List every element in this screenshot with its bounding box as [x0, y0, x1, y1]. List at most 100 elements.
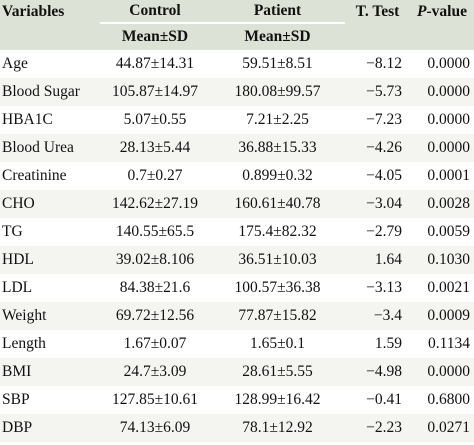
header-cell: P-value: [410, 0, 474, 23]
p-value-cell: 0.0021: [427, 279, 470, 296]
table-row: DBP 74.13±6.09 78.1±12.92 −2.23 0.0271: [0, 414, 474, 442]
variable-cell: BMI: [0, 358, 100, 386]
header-cell: [345, 23, 410, 50]
control-cell: 5.07±0.55: [123, 111, 187, 128]
header-cell: Mean±SD: [100, 22, 210, 50]
patient-cell: 128.99±16.42: [234, 391, 321, 408]
patient-cell: 77.87±15.82: [210, 302, 345, 330]
p-value-cell: 0.0000: [410, 134, 474, 162]
p-value-cell: 0.0000: [410, 78, 474, 106]
variable-cell: DBP: [0, 414, 100, 442]
control-cell: 39.02±8.106: [100, 246, 210, 274]
header-cell: Patient: [210, 0, 345, 23]
t-test-cell: −8.12: [366, 55, 402, 72]
t-test-cell: −4.98: [345, 358, 410, 386]
p-value-cell: 0.0271: [410, 414, 474, 442]
patient-cell: 175.4±82.32: [238, 223, 317, 240]
variable-cell: Blood Urea: [0, 134, 100, 162]
table-row: Creatinine 0.7±0.27 0.899±0.32 −4.05 0.0001: [0, 162, 474, 190]
control-cell: 69.72±12.56: [100, 302, 210, 330]
t-test-cell: 1.59: [374, 335, 402, 352]
patient-cell: 100.57±36.38: [234, 279, 321, 296]
control-cell: 0.7±0.27: [127, 167, 183, 184]
patient-cell: 36.88±15.33: [210, 134, 345, 162]
patient-cell: 78.1±12.92: [210, 414, 345, 442]
p-value-cell: 0.1134: [427, 335, 470, 352]
p-value-cell: 0.1030: [410, 246, 474, 274]
p-value-cell: 0.0028: [410, 190, 474, 218]
patient-cell: 180.08±99.57: [210, 78, 345, 106]
t-test-cell: −4.05: [366, 167, 402, 184]
variable-cell: Length: [2, 335, 46, 352]
variable-cell: Creatinine: [2, 167, 67, 184]
table-row: Blood Urea 28.13±5.44 36.88±15.33 −4.26 0.00…: [0, 134, 474, 162]
p-value-cell: 0.0000: [427, 111, 470, 128]
table-row: LDL 84.38±21.6 100.57±36.38 −3.13 0.0021: [0, 274, 474, 302]
variable-cell: TG: [2, 223, 23, 240]
header-row: Mean±SD Mean±SD: [0, 22, 474, 50]
t-test-cell: −0.41: [366, 391, 402, 408]
t-test-cell: −3.04: [345, 190, 410, 218]
header-text: P-value: [417, 2, 467, 20]
header-cell: T. Test: [345, 0, 410, 23]
control-cell: 105.87±14.97: [100, 78, 210, 106]
t-test-cell: −3.4: [345, 302, 410, 330]
p-value-cell: 0.6800: [427, 391, 470, 408]
header-cell: Control: [100, 0, 210, 23]
t-test-cell: −5.73: [345, 78, 410, 106]
table-body: Age 44.87±14.31 59.51±8.51 −8.12 0.0000 Blood…: [0, 50, 474, 442]
table-row: BMI 24.7±3.09 28.61±5.55 −4.98 0.0000: [0, 358, 474, 386]
variable-cell: HDL: [0, 246, 100, 274]
t-test-cell: 1.64: [345, 246, 410, 274]
control-cell: 44.87±14.31: [115, 55, 195, 72]
p-value-cell: 0.0001: [427, 167, 470, 184]
control-cell: 127.85±10.61: [111, 391, 198, 408]
variable-cell: CHO: [0, 190, 100, 218]
variable-cell: Weight: [0, 302, 100, 330]
control-cell: 142.62±27.19: [100, 190, 210, 218]
patient-cell: 59.51±8.51: [242, 55, 313, 72]
patient-cell: 36.51±10.03: [210, 246, 345, 274]
header-row: Variables Control Patient T. Test P-valu…: [0, 0, 474, 23]
patient-cell: 160.61±40.78: [210, 190, 345, 218]
header-cell: Variables: [0, 0, 100, 23]
t-test-cell: −2.23: [345, 414, 410, 442]
control-cell: 84.38±21.6: [119, 279, 191, 296]
patient-cell: 7.21±2.25: [246, 111, 309, 128]
variable-cell: Age: [2, 55, 28, 72]
table-row: HBA1C 5.07±0.55 7.21±2.25 −7.23 0.0000: [0, 106, 474, 134]
variable-cell: Blood Sugar: [0, 78, 100, 106]
t-test-cell: −7.23: [366, 111, 402, 128]
patient-cell: 28.61±5.55: [210, 358, 345, 386]
table-row: Blood Sugar 105.87±14.97 180.08±99.57 −5.73…: [0, 78, 474, 106]
p-value-cell: 0.0059: [427, 223, 470, 240]
table-row: SBP 127.85±10.61 128.99±16.42 −0.41 0.6800: [0, 386, 474, 414]
table-row: Length 1.67±0.07 1.65±0.1 1.59 0.1134: [0, 330, 474, 358]
header-cell: [0, 23, 100, 50]
p-value-cell: 0.0000: [427, 55, 470, 72]
t-test-cell: −4.26: [345, 134, 410, 162]
p-value-cell: 0.0000: [410, 358, 474, 386]
table-row: TG 140.55±65.5 175.4±82.32 −2.79 0.0059: [0, 218, 474, 246]
header-cell: Mean±SD: [210, 22, 345, 50]
patient-cell: 0.899±0.32: [242, 167, 313, 184]
table-row: CHO 142.62±27.19 160.61±40.78 −3.04 0.0028: [0, 190, 474, 218]
table-row: Weight 69.72±12.56 77.87±15.82 −3.4 0.0009: [0, 302, 474, 330]
control-cell: 74.13±6.09: [100, 414, 210, 442]
control-cell: 28.13±5.44: [100, 134, 210, 162]
table-row: Age 44.87±14.31 59.51±8.51 −8.12 0.0000: [0, 50, 474, 78]
control-cell: 1.67±0.07: [123, 335, 187, 352]
variable-cell: HBA1C: [2, 111, 53, 128]
control-cell: 140.55±65.5: [115, 223, 195, 240]
variable-cell: LDL: [2, 279, 33, 296]
p-value-cell: 0.0009: [410, 302, 474, 330]
patient-cell: 1.65±0.1: [249, 335, 305, 352]
control-cell: 24.7±3.09: [100, 358, 210, 386]
t-test-cell: −3.13: [366, 279, 402, 296]
t-test-cell: −2.79: [366, 223, 402, 240]
table-row: HDL 39.02±8.106 36.51±10.03 1.64 0.1030: [0, 246, 474, 274]
variable-cell: SBP: [2, 391, 30, 408]
header-cell: [410, 23, 474, 50]
